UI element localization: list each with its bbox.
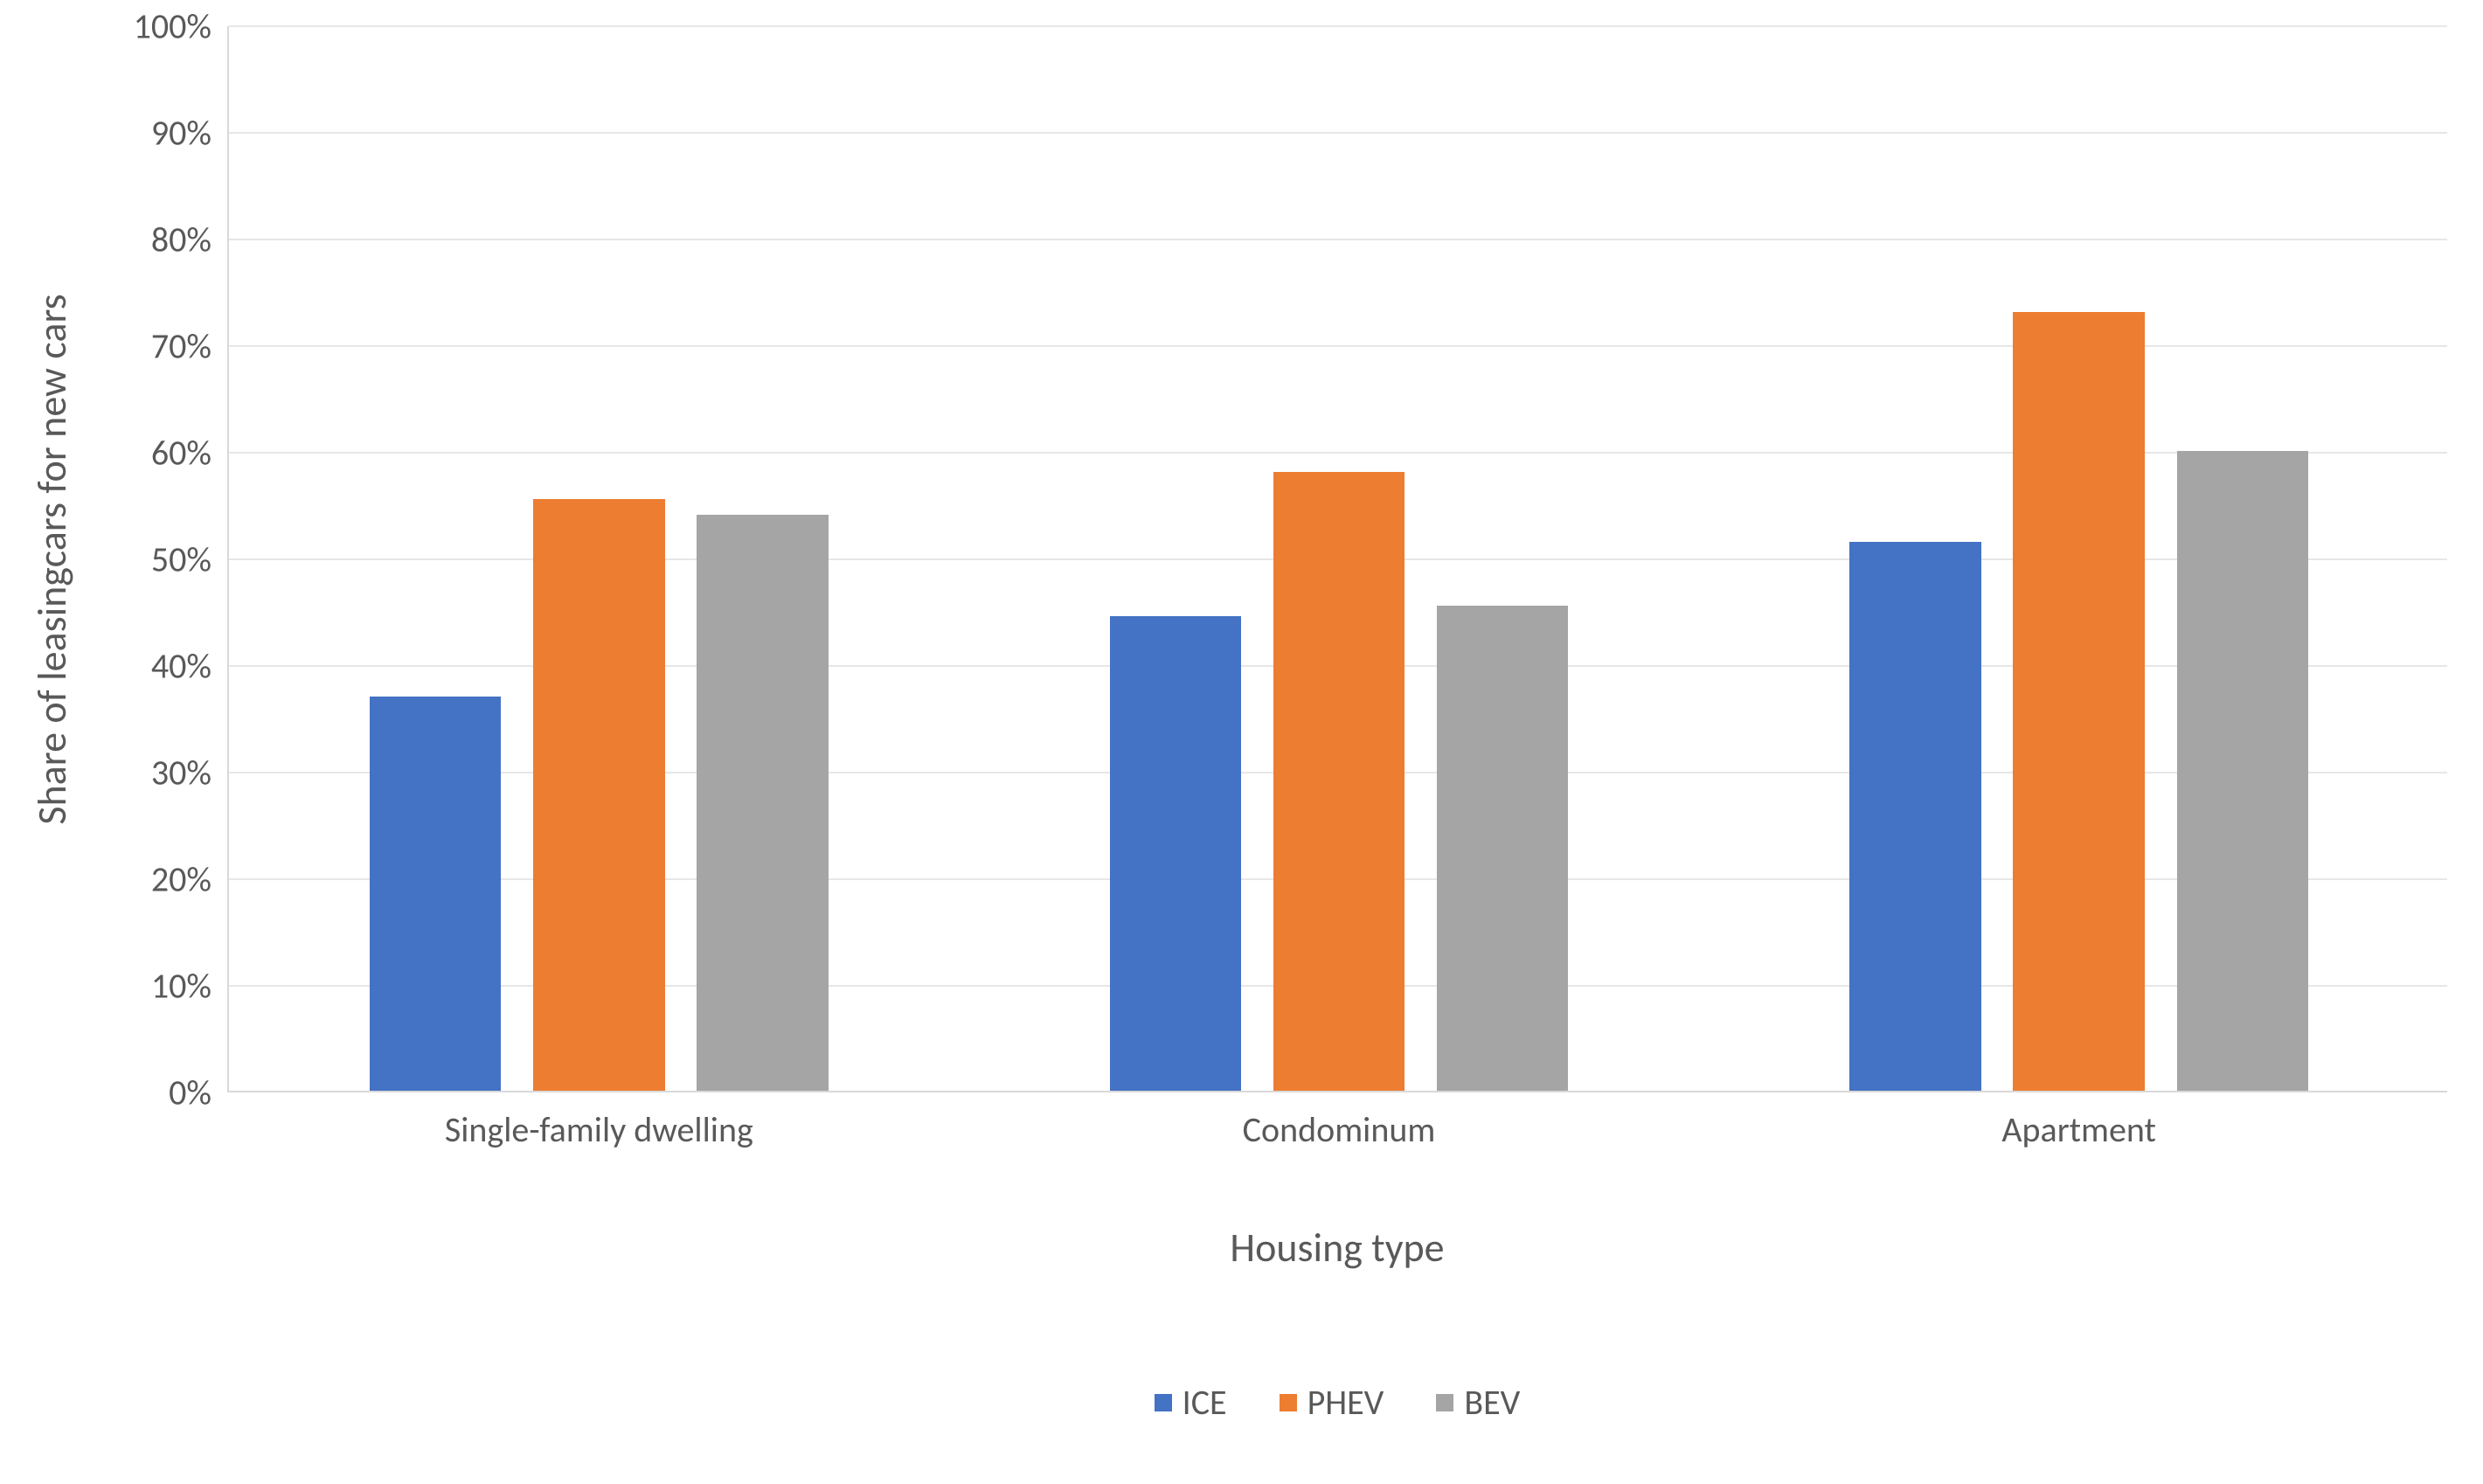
legend-item: PHEV xyxy=(1280,1381,1384,1424)
legend: ICE PHEV BEV xyxy=(227,1381,2447,1424)
y-tick-label: 30% xyxy=(151,752,212,794)
gridline xyxy=(229,25,2447,27)
bar xyxy=(2177,451,2308,1091)
legend-label: BEV xyxy=(1464,1381,1520,1424)
bar xyxy=(1849,542,1980,1091)
y-tick-label: 70% xyxy=(151,325,212,368)
bar xyxy=(533,499,664,1091)
bar xyxy=(1110,616,1241,1091)
y-tick-label: 60% xyxy=(151,432,212,475)
x-axis-title: Housing type xyxy=(1230,1224,1444,1272)
plot-area: 0%10%20%30%40%50%60%70%80%90%100%Single-… xyxy=(227,26,2447,1092)
bar xyxy=(1437,606,1568,1091)
y-tick-label: 0% xyxy=(169,1071,212,1114)
bar xyxy=(1273,472,1404,1091)
y-tick-label: 40% xyxy=(151,645,212,688)
x-category-label: Single-family dwelling xyxy=(445,1108,753,1151)
gridline xyxy=(229,132,2447,134)
y-tick-label: 90% xyxy=(151,112,212,155)
legend-swatch xyxy=(1280,1394,1297,1411)
x-category-label: Condominum xyxy=(1243,1108,1436,1151)
legend-swatch xyxy=(1436,1394,1453,1411)
y-tick-label: 10% xyxy=(151,965,212,1008)
legend-label: ICE xyxy=(1183,1381,1227,1424)
gridline xyxy=(229,239,2447,240)
bar xyxy=(697,515,828,1091)
legend-swatch xyxy=(1155,1394,1172,1411)
bar xyxy=(2013,312,2144,1091)
y-tick-label: 80% xyxy=(151,218,212,261)
bar xyxy=(370,697,501,1091)
legend-item: BEV xyxy=(1436,1381,1520,1424)
legend-item: ICE xyxy=(1155,1381,1227,1424)
chart-container: 0% 10% 20% 30% 40% 50% 60% 70% 80% 90% 100% Single-… xyxy=(0,0,2483,1484)
y-axis-title: Share of leasingcars for new cars xyxy=(28,294,77,824)
x-category-label: Apartment xyxy=(2001,1108,2156,1151)
legend-label: PHEV xyxy=(1307,1381,1384,1424)
y-tick-label: 20% xyxy=(151,858,212,901)
y-tick-label: 100% xyxy=(134,5,212,48)
y-tick-label: 50% xyxy=(151,538,212,581)
